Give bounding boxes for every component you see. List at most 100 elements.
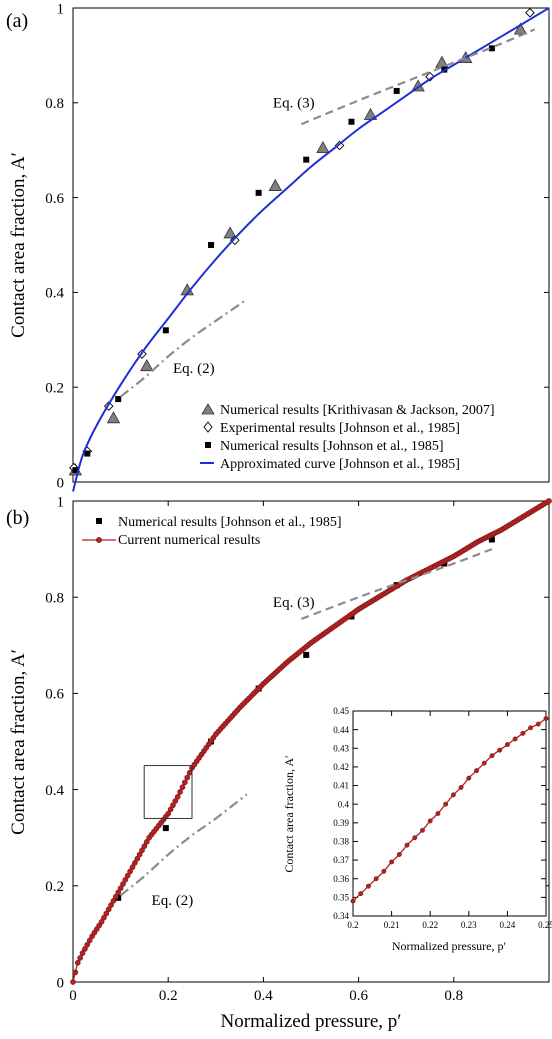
current-results-point: [404, 842, 410, 848]
zoom-region-box: [143, 765, 193, 819]
current-results-point: [84, 941, 91, 948]
panel-a-frame: [72, 7, 550, 483]
current-results-point: [103, 910, 110, 917]
eq3-dashed-line: [301, 28, 536, 126]
legend-marker-triangle-icon: [201, 403, 215, 415]
x-tick-label: 0: [69, 988, 77, 1004]
x-axis-label: Normalized pressure, p′: [221, 1011, 402, 1032]
current-results-point: [466, 775, 472, 781]
inset-chart: Contact area fraction, A′ Normalized pre…: [282, 706, 552, 953]
inset-x-ticks: 0.2 0.21 0.22 0.23 0.24 0.25: [347, 711, 552, 930]
legend-label-experimental: Experimental results [Johnson et al., 19…: [220, 421, 460, 436]
current-results-point: [141, 843, 148, 849]
inset-y-ticks: 0.34 0.35 0.36 0.37 0.38 0.39 0.4 0.41 0.42 0.43 0…: [333, 706, 546, 921]
panel-a-series: [68, 7, 550, 492]
y-tick-label: 0.4: [45, 286, 64, 302]
johnson-numerical-point: [488, 536, 495, 543]
y-tick-label: 0.42: [333, 762, 349, 772]
current-results-point: [82, 946, 88, 952]
current-results-point: [115, 889, 122, 896]
y-tick-label: 0.8: [45, 590, 64, 606]
y-tick-label: 0.44: [333, 725, 349, 735]
current-results-point: [105, 906, 112, 913]
current-results-point: [124, 872, 131, 879]
krithivasan-point: [140, 359, 154, 372]
panel-a-annotation-eq3: Eq. (3): [273, 96, 315, 112]
current-results-point: [186, 769, 193, 776]
current-results-point: [79, 950, 86, 956]
x-tick-label: 0.4: [254, 988, 273, 1004]
eq2-dashdot-line: [119, 793, 248, 897]
current-results-point: [70, 979, 76, 985]
krithivasan-point: [223, 226, 237, 239]
current-results-point: [165, 810, 172, 817]
current-results-point: [172, 798, 179, 804]
legend-label-krithivasan: Numerical results [Krithivasan & Jackson…: [220, 403, 495, 418]
johnson-numerical-point: [348, 118, 355, 125]
y-tick-label: 0.43: [333, 743, 349, 753]
panel-b-label: (b): [6, 507, 29, 529]
current-results-point: [167, 806, 174, 813]
x-tick-label: 0.22: [422, 920, 438, 930]
johnson-numerical-point: [303, 651, 310, 658]
current-results-point: [127, 868, 133, 875]
current-results-point: [396, 852, 402, 857]
legend-label-johnson-numerical: Numerical results [Johnson et al., 1985]: [220, 439, 444, 454]
legend-label-current: Current numerical results: [118, 533, 260, 548]
panel-b-legend: Numerical results [Johnson et al., 1985]…: [82, 515, 342, 548]
panel-a-y-ticks: 0 0.2 0.4 0.6 0.8 1: [45, 1, 549, 491]
inset-frame: [352, 710, 547, 917]
inset-series: [350, 716, 549, 904]
current-results-point: [350, 898, 356, 904]
y-tick-label: 1: [57, 494, 65, 510]
current-results-point: [120, 881, 126, 887]
panel-b: (b) Contact area fraction, A′ 0 0.2 0.4 0.6…: [6, 494, 552, 1032]
panel-a-annotation-eq2: Eq. (2): [173, 361, 215, 377]
krithivasan-point: [316, 141, 330, 154]
panel-a-legend: Numerical results [Krithivasan & Jackson…: [200, 403, 495, 472]
y-tick-label: 0.37: [333, 855, 349, 865]
current-results-point: [129, 864, 136, 871]
johnson-numerical-point: [393, 87, 400, 94]
current-results-point: [489, 753, 495, 759]
y-tick-label: 1: [57, 1, 65, 17]
current-results-point: [504, 742, 510, 747]
current-results-point: [543, 716, 549, 721]
y-tick-label: 0.8: [45, 96, 64, 112]
current-results-point: [435, 811, 441, 816]
current-results-point: [177, 789, 183, 795]
johnson-numerical-point: [488, 45, 495, 52]
krithivasan-point: [513, 22, 528, 35]
y-tick-label: 0.45: [333, 706, 349, 716]
legend-label-johnson-numerical-b: Numerical results [Johnson et al., 1985]: [118, 515, 342, 530]
current-results-point: [110, 897, 117, 904]
current-results-point: [358, 891, 364, 897]
current-results-point: [112, 893, 119, 900]
current-results-point: [98, 919, 105, 925]
current-results-point: [170, 802, 176, 809]
x-tick-label: 0.2: [347, 920, 358, 930]
current-results-point: [443, 801, 449, 807]
krithivasan-point: [106, 411, 121, 424]
x-tick-label: 0.2: [159, 988, 178, 1004]
y-tick-label: 0.4: [338, 799, 350, 809]
eq3-dashed-line: [301, 548, 493, 620]
legend-marker-square-icon: [205, 442, 211, 448]
y-tick-label: 0.35: [333, 893, 349, 903]
legend-line-current-icon: [82, 537, 116, 543]
current-results-point: [77, 955, 83, 961]
current-results-point: [497, 747, 503, 753]
y-tick-label: 0: [57, 975, 65, 991]
experimental-point: [525, 7, 535, 18]
current-results-point: [520, 730, 526, 736]
current-results-point: [512, 736, 518, 742]
y-tick-label: 0.2: [45, 380, 64, 396]
johnson-numerical-point: [303, 156, 310, 163]
current-results-point: [528, 725, 534, 731]
current-results-point: [373, 876, 379, 882]
current-results-point: [117, 885, 124, 892]
current-results-point: [450, 792, 456, 798]
johnson-numerical-point: [84, 450, 91, 457]
current-results-point: [427, 818, 433, 824]
